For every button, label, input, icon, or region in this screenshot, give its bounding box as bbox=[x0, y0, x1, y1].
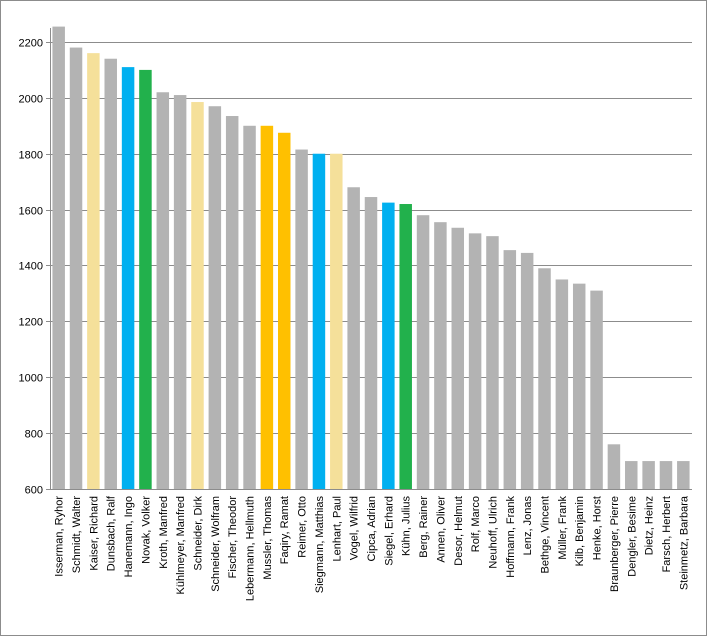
bar bbox=[486, 236, 499, 489]
bar bbox=[330, 153, 343, 489]
x-tick-label: Dietz, Heinz bbox=[644, 496, 656, 555]
x-tick-label: Dunsbach, Ralf bbox=[106, 495, 118, 571]
x-tick-label: Novak, Volker bbox=[140, 496, 152, 564]
x-tick-label: Siegmann, Matthias bbox=[314, 496, 326, 594]
x-tick-label: Kroth, Manfred bbox=[158, 496, 170, 569]
x-tick-label: Kaiser, Richard bbox=[88, 496, 100, 571]
bar bbox=[625, 461, 638, 489]
y-tick-label: 1200 bbox=[19, 317, 43, 329]
bar bbox=[347, 187, 360, 489]
bar bbox=[260, 125, 274, 490]
bar bbox=[503, 250, 517, 489]
bar bbox=[677, 461, 690, 489]
x-tick-label: Vogel, Wilfrid bbox=[349, 496, 361, 560]
x-tick-label: Müller, Frank bbox=[557, 496, 569, 560]
bar bbox=[520, 252, 534, 489]
x-tick-label: Neuhoff, Ulrich bbox=[487, 496, 499, 569]
x-tick-label: Rolf, Marco bbox=[470, 496, 482, 552]
bar bbox=[659, 461, 673, 489]
x-tick-label: Lebermann, Hellmuth bbox=[245, 496, 257, 601]
x-tick-label: Kühlmeyer, Manfred bbox=[175, 496, 187, 594]
bar bbox=[104, 58, 117, 489]
y-tick-label: 1800 bbox=[19, 150, 43, 162]
y-tick-label: 1600 bbox=[19, 206, 43, 218]
bar bbox=[295, 149, 308, 489]
bar bbox=[416, 215, 430, 489]
y-tick-label: 800 bbox=[25, 429, 43, 441]
x-tick-label: Faqiry, Ramat bbox=[279, 496, 291, 564]
y-tick-label: 1400 bbox=[19, 261, 43, 273]
x-tick-label: Kühn, Julius bbox=[401, 496, 413, 556]
x-tick-label: Annen, Oliver bbox=[435, 496, 447, 563]
bar bbox=[69, 47, 83, 489]
x-tick-label: Siegel, Erhard bbox=[383, 496, 395, 566]
x-tick-label: Schneider, Wolfram bbox=[210, 496, 222, 592]
x-tick-label: Bethge, Vincent bbox=[540, 496, 552, 573]
x-tick-label: Reimer, Otto bbox=[297, 496, 309, 558]
x-tick-label: Lenz, Jonas bbox=[522, 496, 534, 556]
x-tick-label: Lenhart, Paul bbox=[331, 496, 343, 561]
y-tick-label: 2000 bbox=[19, 94, 43, 106]
bar bbox=[434, 222, 447, 490]
bar bbox=[642, 461, 655, 489]
bar bbox=[607, 444, 621, 489]
bar bbox=[208, 106, 222, 490]
x-tick-label: Fischer, Theodor bbox=[227, 496, 239, 579]
bar bbox=[156, 92, 170, 489]
bar bbox=[173, 95, 187, 490]
bar bbox=[399, 204, 412, 489]
bar bbox=[312, 153, 326, 489]
x-tick-label: Mussler, Thomas bbox=[262, 496, 274, 580]
y-tick-label: 2200 bbox=[19, 38, 43, 50]
x-tick-label: Steinmetz, Barbara bbox=[678, 495, 690, 590]
bar bbox=[243, 125, 256, 490]
x-tick-label: Schmidt, Walter bbox=[71, 496, 83, 574]
x-tick-label: Hanemann, Ingo bbox=[123, 496, 135, 577]
x-tick-label: Isserman, Ryhor bbox=[54, 496, 66, 577]
y-tick-label: 1000 bbox=[19, 373, 43, 385]
x-tick-label: Schneider, Dirk bbox=[192, 496, 204, 571]
bar bbox=[121, 67, 135, 490]
x-tick-label: Kilb, Benjamin bbox=[574, 496, 586, 566]
bar bbox=[87, 53, 100, 490]
bars bbox=[52, 26, 690, 490]
bar bbox=[225, 116, 239, 489]
bar bbox=[451, 227, 465, 489]
bar bbox=[364, 197, 378, 490]
x-axis: Isserman, Ryhor Schmidt, Walter Kaiser, Ri… bbox=[50, 489, 692, 601]
x-tick-label: Desor, Helmut bbox=[453, 496, 465, 566]
bar bbox=[468, 233, 482, 489]
bar bbox=[139, 69, 152, 489]
bar bbox=[572, 283, 586, 489]
y-tick-label: 600 bbox=[25, 485, 43, 497]
bar bbox=[382, 202, 395, 489]
x-tick-label: Hoffmann, Frank bbox=[505, 496, 517, 578]
x-tick-label: Cipca, Adrian bbox=[366, 496, 378, 561]
bar bbox=[538, 268, 551, 489]
x-tick-label: Braunberger, Pierre bbox=[609, 496, 621, 592]
x-tick-label: Farsch, Herbert bbox=[661, 496, 673, 572]
x-tick-label: Berg, Rainer bbox=[418, 496, 430, 558]
bar bbox=[277, 132, 291, 490]
bar bbox=[52, 26, 65, 490]
bar bbox=[191, 102, 204, 489]
bar bbox=[555, 279, 569, 489]
x-tick-label: Dengler, Besime bbox=[626, 496, 638, 577]
bar bbox=[590, 290, 603, 489]
x-tick-label: Henke, Horst bbox=[592, 496, 604, 560]
y-axis: 600 800 1000 1200 1400 1600 1800 2000 2200 bbox=[19, 28, 51, 497]
